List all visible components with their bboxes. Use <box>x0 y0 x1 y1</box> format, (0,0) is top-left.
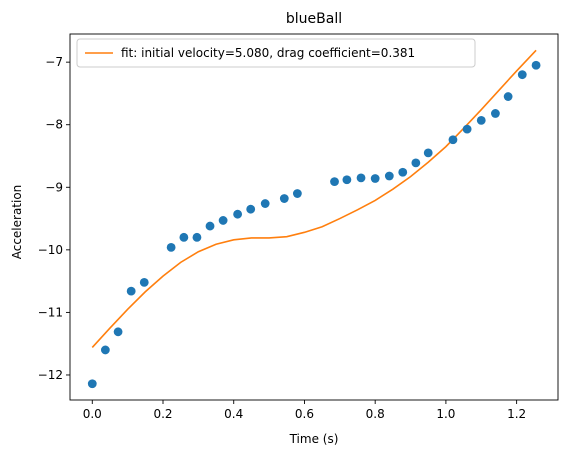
data-point <box>503 92 513 101</box>
data-point <box>491 109 500 118</box>
data-point <box>87 379 97 389</box>
fit-line <box>91 49 537 348</box>
y-tick-label: −11 <box>38 305 63 319</box>
x-tick-label: 0.6 <box>295 407 314 421</box>
data-point <box>179 232 189 242</box>
data-point <box>166 242 176 252</box>
data-point <box>126 286 136 296</box>
data-point <box>384 171 394 181</box>
x-tick-label: 1.0 <box>436 407 455 421</box>
data-point <box>531 60 541 70</box>
data-point <box>246 204 256 214</box>
data-point <box>342 175 352 185</box>
x-tick-label: 0.4 <box>224 407 243 421</box>
data-point <box>356 173 366 183</box>
data-point <box>279 194 289 203</box>
x-tick-label: 1.2 <box>507 407 526 421</box>
chart-title: blueBall <box>286 11 342 27</box>
data-point <box>218 216 228 225</box>
data-point <box>462 124 472 134</box>
data-point <box>233 209 243 219</box>
legend <box>76 38 476 68</box>
legend-label: fit: initial velocity=5.080, drag coeffi… <box>121 46 415 60</box>
data-point <box>100 345 110 355</box>
y-tick-label: −7 <box>45 55 63 69</box>
data-point <box>476 115 486 125</box>
data-point <box>448 135 458 145</box>
data-point <box>292 189 302 198</box>
x-tick-label: 0.8 <box>366 407 385 421</box>
y-tick-label: −9 <box>45 180 63 194</box>
data-point <box>205 221 215 231</box>
y-tick-label: −12 <box>38 368 63 382</box>
plot-area: 0.0 0.2 0.4 0.6 0.8 1.0 1.2 −12 −11 −10 −9 −8 −7 fit:… <box>38 33 559 421</box>
x-axis-label: Time (s) <box>289 432 339 446</box>
x-tick-label: 0.2 <box>153 407 172 421</box>
data-point <box>370 174 380 183</box>
data-point <box>330 177 339 187</box>
data-point <box>113 327 123 337</box>
data-point <box>398 167 408 177</box>
data-point <box>517 70 527 80</box>
data-point <box>411 158 421 168</box>
plot-frame <box>69 33 559 401</box>
data-point <box>192 232 202 242</box>
data-point <box>139 277 149 287</box>
x-tick-label: 0.0 <box>83 407 102 421</box>
data-point <box>423 148 433 158</box>
y-axis-label: Acceleration <box>10 185 24 260</box>
y-tick-label: −8 <box>45 118 63 132</box>
data-point <box>260 199 270 208</box>
y-tick-label: −10 <box>38 243 63 257</box>
